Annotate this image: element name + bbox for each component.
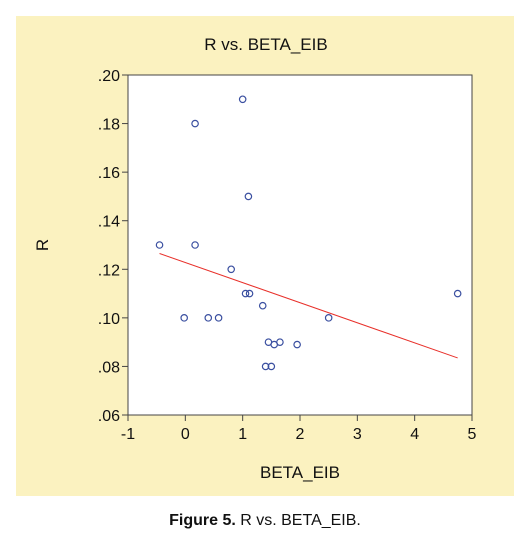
- x-tick-label: 4: [410, 426, 419, 443]
- y-tick-label: .16: [98, 165, 120, 182]
- y-tick-label: .18: [98, 117, 120, 134]
- data-point: [214, 314, 223, 322]
- data-point: [227, 265, 236, 274]
- y-tick-label: .14: [98, 214, 120, 231]
- regression-line: [159, 253, 458, 359]
- data-point: [241, 289, 250, 298]
- data-point: [245, 289, 254, 298]
- plot-area: [127, 74, 473, 416]
- data-point: [155, 241, 164, 249]
- caption-text: R vs. BETA_EIB.: [235, 512, 361, 529]
- data-point: [191, 119, 199, 128]
- x-axis-label: BETA_EIB: [260, 463, 340, 482]
- x-tick-label: 1: [238, 426, 247, 443]
- data-point: [324, 314, 333, 322]
- data-point: [244, 192, 253, 201]
- x-axis: -1 0 1 2 3 4 5: [121, 415, 477, 443]
- y-tick-label: .20: [98, 68, 120, 85]
- x-tick-label: 2: [296, 426, 305, 443]
- caption-label: Figure 5.: [169, 512, 236, 529]
- scatter-chart: R vs. BETA_EIB -1 0 1 2 3 4 5 .06 .08 .10 .12 .14.…: [33, 35, 477, 482]
- data-point: [191, 241, 199, 249]
- y-tick-label: .12: [98, 262, 120, 279]
- y-axis: .06 .08 .10 .12 .14 .16 .18 .20: [98, 68, 128, 425]
- chart-title: R vs. BETA_EIB: [204, 35, 327, 54]
- data-point: [204, 314, 213, 322]
- data-point: [276, 338, 284, 346]
- data-point: [180, 314, 188, 322]
- y-tick-label: .08: [98, 359, 120, 376]
- x-tick-label: 3: [353, 426, 362, 443]
- y-tick-label: .10: [98, 311, 120, 328]
- data-points: [155, 95, 462, 371]
- y-axis-label: R: [33, 239, 52, 251]
- data-point: [261, 362, 270, 371]
- data-point: [267, 362, 276, 371]
- data-point: [453, 289, 462, 298]
- y-tick-label: .06: [98, 408, 120, 425]
- x-tick-label: 0: [181, 426, 190, 443]
- data-point: [258, 301, 267, 310]
- figure-caption: Figure 5. R vs. BETA_EIB.: [0, 512, 530, 530]
- data-point: [238, 95, 247, 104]
- x-tick-label: 5: [468, 426, 477, 443]
- x-tick-label: -1: [121, 426, 135, 443]
- data-point: [293, 340, 301, 349]
